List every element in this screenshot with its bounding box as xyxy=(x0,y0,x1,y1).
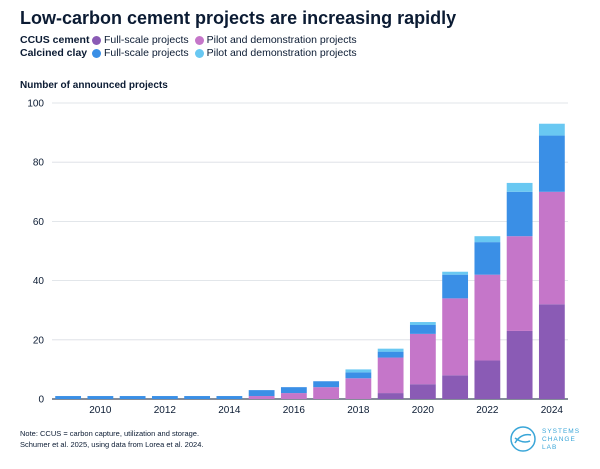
legend-item-label: Full-scale projects xyxy=(104,47,189,59)
y-tick-label: 0 xyxy=(38,395,44,406)
bar-segment-2012-s2 xyxy=(151,396,178,399)
legend-item-label: Full-scale projects xyxy=(104,34,189,46)
bar-segment-2021-s3 xyxy=(442,271,469,275)
legend-swatch xyxy=(194,48,204,58)
bar-segment-2014-s2 xyxy=(216,396,243,399)
bar-segment-2021-s1 xyxy=(442,298,469,376)
x-tick-label: 2020 xyxy=(412,405,435,416)
bar-segment-2015-s2 xyxy=(248,390,275,397)
bar-segment-2015-s1 xyxy=(248,396,275,399)
x-tick-label: 2016 xyxy=(283,405,306,416)
legend-item-label: Pilot and demonstration projects xyxy=(206,47,357,59)
x-tick-label: 2024 xyxy=(541,405,564,416)
bar-segment-2016-s2 xyxy=(280,387,307,394)
bar-segment-2017-s2 xyxy=(313,381,340,388)
bar-segment-2011-s2 xyxy=(119,396,146,399)
bar-segment-2019-s3 xyxy=(377,348,404,352)
note-line: Note: CCUS = carbon capture, utilization… xyxy=(20,429,200,438)
bar-segment-2016-s1 xyxy=(280,393,307,399)
bar-segment-2023-s3 xyxy=(506,182,533,192)
chart-note: Note: CCUS = carbon capture, utilization… xyxy=(20,428,203,450)
x-tick-label: 2018 xyxy=(347,405,370,416)
x-tick-label: 2014 xyxy=(218,405,241,416)
legend-swatch xyxy=(194,35,204,45)
y-axis-label: Number of announced projects xyxy=(20,80,168,91)
logo-icon xyxy=(510,426,536,452)
bar-segment-2021-s2 xyxy=(442,274,469,299)
bar-segment-2018-s2 xyxy=(345,372,372,379)
legend-group-label: CCUS cement xyxy=(20,34,90,46)
bar-segment-2019-s2 xyxy=(377,351,404,358)
bar-segment-2024-s3 xyxy=(538,123,565,136)
y-tick-label: 100 xyxy=(27,99,44,110)
legend-swatch xyxy=(92,48,101,58)
systems-change-lab-logo: SYSTEMS CHANGE LAB xyxy=(508,424,592,458)
x-tick-label: 2010 xyxy=(89,405,112,416)
source-line: Schumer et al. 2025, using data from Lor… xyxy=(20,440,204,449)
bar-segment-2023-s2 xyxy=(506,191,533,237)
logo-text: SYSTEMS CHANGE LAB xyxy=(542,428,580,452)
bar-segment-2024-s2 xyxy=(538,135,565,192)
bar-segment-2010-s2 xyxy=(87,396,114,399)
x-tick-label: 2022 xyxy=(476,405,499,416)
bar-segment-2023-s1 xyxy=(506,236,533,331)
y-tick-label: 60 xyxy=(33,217,45,228)
bar-segment-2022-s1 xyxy=(474,274,501,361)
bar-segment-2024-s0 xyxy=(538,304,565,399)
legend-row-calcined-clay: Calcined clay Full-scale projects Pilot … xyxy=(20,47,363,59)
x-tick-label: 2012 xyxy=(154,405,177,416)
bar-segment-2020-s1 xyxy=(409,333,436,385)
bar-segment-2013-s2 xyxy=(184,396,211,399)
bar-segment-2021-s0 xyxy=(442,375,469,399)
bar-segment-2019-s1 xyxy=(377,357,404,394)
legend-row-ccus: CCUS cement Full-scale projects Pilot an… xyxy=(20,34,363,46)
bar-segment-2020-s2 xyxy=(409,325,436,334)
bar-segment-2020-s3 xyxy=(409,322,436,325)
bar-segment-2020-s0 xyxy=(409,384,436,399)
bar-segment-2023-s0 xyxy=(506,330,533,399)
y-tick-label: 80 xyxy=(33,158,45,169)
bar-segment-2022-s2 xyxy=(474,242,501,275)
legend-group-label: Calcined clay xyxy=(20,47,88,59)
bar-segment-2018-s1 xyxy=(345,378,372,399)
logo-text-line: SYSTEMS xyxy=(542,428,581,435)
bar-segment-2022-s0 xyxy=(474,360,501,399)
legend-item-label: Pilot and demonstration projects xyxy=(206,34,357,46)
chart-title: Low-carbon cement projects are increasin… xyxy=(20,8,457,28)
bar-segment-2024-s1 xyxy=(538,191,565,305)
y-tick-label: 20 xyxy=(33,335,45,346)
bar-segment-2022-s3 xyxy=(474,236,501,243)
logo-text-line: CHANGE xyxy=(542,436,576,443)
bar-segment-2019-s0 xyxy=(377,393,404,399)
bar-segment-2017-s1 xyxy=(313,387,340,399)
logo-text-line: LAB xyxy=(542,444,558,451)
y-tick-label: 40 xyxy=(33,276,45,287)
bar-segment-2018-s3 xyxy=(345,369,372,373)
bar-segment-2009-s2 xyxy=(55,396,82,399)
legend-swatch xyxy=(92,35,101,45)
